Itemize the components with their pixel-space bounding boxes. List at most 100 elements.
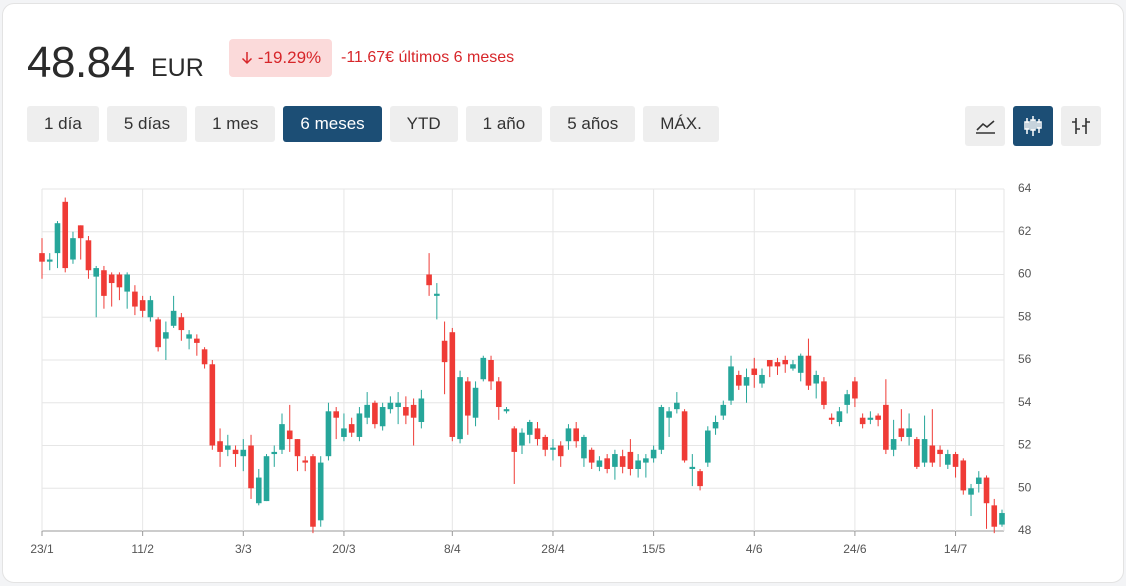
candle-body xyxy=(132,291,138,307)
candle-body xyxy=(534,428,541,440)
candle-body xyxy=(650,449,657,459)
candle-body xyxy=(255,477,262,504)
ohlc-chart-button[interactable] xyxy=(1061,106,1101,146)
candle-body xyxy=(62,201,69,269)
x-tick-label: 24/6 xyxy=(843,542,867,556)
candle-body xyxy=(735,374,742,386)
period-change: -11.67€ últimos 6 meses xyxy=(341,49,515,66)
candle-body xyxy=(70,238,76,260)
range-button[interactable]: 5 años xyxy=(550,106,636,142)
candle-body xyxy=(635,460,641,470)
candle-body xyxy=(743,377,750,386)
x-tick-label: 8/4 xyxy=(444,542,461,556)
candle-body xyxy=(186,334,192,339)
range-button[interactable]: YTD xyxy=(389,106,458,142)
candle-body xyxy=(457,377,463,440)
candle-body xyxy=(921,439,928,463)
candle-body xyxy=(426,274,432,286)
candle-body xyxy=(372,402,378,425)
candle-body xyxy=(240,449,247,457)
candle-body xyxy=(472,387,479,418)
price: 48.84 xyxy=(27,38,135,87)
candle-body xyxy=(85,240,92,271)
candle-body xyxy=(178,317,185,331)
candle-body xyxy=(232,449,239,455)
candle-body xyxy=(975,477,982,484)
line-chart-button[interactable] xyxy=(965,106,1005,146)
candle-body xyxy=(317,462,324,521)
candle-body xyxy=(286,430,293,440)
candle-body xyxy=(983,477,990,504)
candle-body xyxy=(952,454,959,467)
candle-body xyxy=(557,445,564,457)
candle-body xyxy=(418,398,425,422)
candle-body xyxy=(170,310,177,326)
range-button[interactable]: 6 meses xyxy=(283,106,382,142)
currency: EUR xyxy=(151,54,204,82)
range-button[interactable]: 1 mes xyxy=(195,106,276,142)
candle-body xyxy=(356,413,363,437)
chart: 48 50 52 54 56 58 60 62 64 23/1 11/2 3/3 20/3 8/4 28/4… xyxy=(30,181,1032,556)
candle-body xyxy=(766,360,773,367)
range-button[interactable]: MÁX. xyxy=(643,106,719,142)
candle-body xyxy=(93,268,99,277)
candle-body xyxy=(581,436,587,459)
candle-body xyxy=(139,300,146,311)
candle-body xyxy=(596,460,603,467)
candle-body xyxy=(542,436,549,450)
candle-body xyxy=(906,428,912,437)
candle-body xyxy=(612,454,618,467)
candle-body xyxy=(782,360,789,365)
candle-body xyxy=(705,430,711,463)
candle-body xyxy=(550,447,556,450)
candle-body xyxy=(945,454,951,465)
candle-body xyxy=(163,332,169,339)
range-button[interactable]: 5 días xyxy=(106,106,188,142)
candle-body xyxy=(248,445,254,489)
candle-body xyxy=(201,349,208,365)
candle-body xyxy=(294,439,301,457)
x-tick-label: 14/7 xyxy=(944,542,968,556)
candle-body xyxy=(689,466,696,470)
candle-body xyxy=(898,428,905,437)
candle-body xyxy=(759,374,765,384)
candle-body xyxy=(217,441,223,452)
candle-body xyxy=(813,374,819,384)
candle-body xyxy=(364,404,370,418)
candle-body xyxy=(666,411,672,418)
y-tick-label: 52 xyxy=(1018,438,1032,452)
candle-body xyxy=(341,428,347,437)
x-tick-label: 28/4 xyxy=(541,542,565,556)
x-tick-label: 3/3 xyxy=(235,542,252,556)
candle-body xyxy=(480,357,487,380)
candle-body xyxy=(410,404,417,418)
candle-body xyxy=(960,460,967,491)
candle-body xyxy=(728,366,734,401)
candle-body xyxy=(441,340,448,363)
candle-body xyxy=(565,428,572,442)
candle-chart-button[interactable] xyxy=(1013,106,1053,146)
candle-body xyxy=(333,411,339,418)
candle-body xyxy=(968,488,974,495)
range-button[interactable]: 1 día xyxy=(27,106,99,142)
candle-body xyxy=(875,415,881,420)
candle-body xyxy=(519,432,525,446)
candle-body xyxy=(325,411,332,457)
candle-body xyxy=(434,293,440,296)
candle-body xyxy=(890,439,897,450)
candle-body xyxy=(627,451,634,470)
candle-body xyxy=(883,404,889,450)
candle-body xyxy=(511,428,518,452)
candle-body xyxy=(929,445,936,463)
candle-body xyxy=(821,381,827,405)
range-button[interactable]: 1 año xyxy=(465,106,543,142)
candle-body xyxy=(116,274,123,288)
candle-body xyxy=(108,274,115,284)
y-tick-label: 54 xyxy=(1018,395,1032,409)
candle-body xyxy=(712,421,719,429)
change: -19.29% xyxy=(257,48,322,67)
candle-body xyxy=(225,445,231,450)
candle-body xyxy=(348,424,355,433)
candle-body xyxy=(720,404,727,416)
candle-body xyxy=(488,360,494,382)
